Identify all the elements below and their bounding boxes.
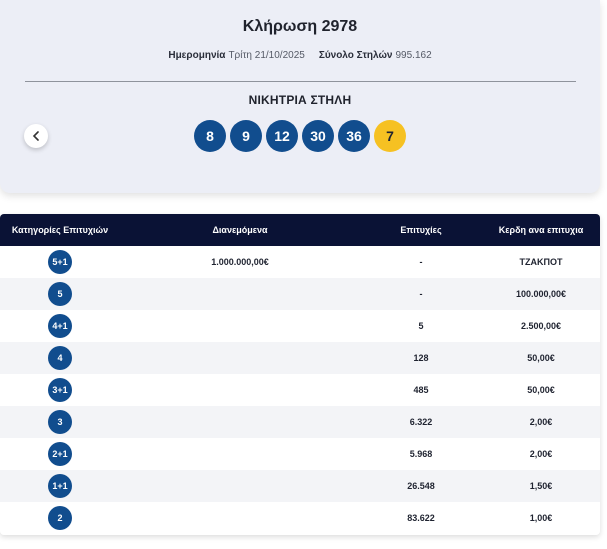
category-badge: 5 [48,282,72,306]
prize-cell: 2,00€ [529,417,553,427]
winners-cell: 128 [413,353,429,363]
prize-cell: 2.500,00€ [520,321,562,331]
results-table: Κατηγορίες Επιτυχιών Διανεμόμενα Επιτυχί… [0,214,600,535]
distributed-cell [120,502,360,534]
divider [25,81,576,82]
winners-cell: 83.622 [407,513,435,523]
table-row: 3+1 485 50,00€ [0,374,600,406]
distributed-cell [120,310,360,342]
header-category: Κατηγορίες Επιτυχιών [11,225,109,235]
date-value: Τρίτη 21/10/2025 [228,50,305,61]
distributed-cell [120,470,360,502]
winning-numbers: 8 9 12 30 36 7 [0,120,600,152]
chevron-left-icon [32,131,39,141]
table-row: 5+1 1.000.000,00€ - ΤΖΑΚΠΟΤ [0,246,600,278]
number-ball: 8 [194,120,226,152]
header-prize: Κερδη ανα επιτυχια [498,225,584,235]
header-distributed: Διανεμόμενα [212,225,268,235]
header-winners: Επιτυχίες [400,225,442,235]
winners-cell: 26.548 [407,481,435,491]
prize-cell: 2,00€ [529,449,553,459]
number-ball: 30 [302,120,334,152]
category-badge: 4 [48,346,72,370]
table-row: 1+1 26.548 1,50€ [0,470,600,502]
winning-column-label: ΝΙΚΗΤΡΙΑ ΣΤΗΛΗ [248,93,352,107]
table-header-row: Κατηγορίες Επιτυχιών Διανεμόμενα Επιτυχί… [0,214,600,246]
category-badge: 3+1 [48,378,72,402]
table-row: 5 - 100.000,00€ [0,278,600,310]
prize-cell: 50,00€ [527,385,555,395]
category-badge: 5+1 [48,250,72,274]
previous-draw-button[interactable] [24,124,48,148]
bonus-ball: 7 [374,120,406,152]
prize-cell: 1,50€ [529,481,553,491]
number-ball: 12 [266,120,298,152]
draw-meta: Ημερομηνία Τρίτη 21/10/2025 Σύνολο Στηλών 9… [0,50,600,61]
table-row: 4+1 5 2.500,00€ [0,310,600,342]
draw-title: Κλήρωση 2978 [242,18,358,35]
distributed-cell [120,438,360,470]
distributed-cell [120,278,360,310]
prize-cell: 1,00€ [529,513,553,523]
distributed-cell [120,406,360,438]
distributed-cell: 1.000.000,00€ [211,257,269,267]
prize-cell: 50,00€ [527,353,555,363]
category-badge: 3 [48,410,72,434]
table-row: 3 6.322 2,00€ [0,406,600,438]
distributed-cell [120,342,360,374]
columns-label: Σύνολο Στηλών [318,50,393,61]
draw-card: Κλήρωση 2978 Ημερομηνία Τρίτη 21/10/2025 Σ… [0,0,600,193]
winners-cell: - [419,289,423,299]
date-label: Ημερομηνία [168,50,226,61]
winners-cell: - [419,257,423,267]
table-row: 2 83.622 1,00€ [0,502,600,534]
category-badge: 4+1 [48,314,72,338]
category-badge: 2+1 [48,442,72,466]
columns-value: 995.162 [395,50,432,61]
distributed-cell [120,374,360,406]
winners-cell: 5 [418,321,424,331]
table-row: 4 128 50,00€ [0,342,600,374]
winners-cell: 6.322 [409,417,433,427]
prize-cell: 100.000,00€ [515,289,567,299]
number-ball: 9 [230,120,262,152]
winners-cell: 5.968 [409,449,433,459]
table-row: 2+1 5.968 2,00€ [0,438,600,470]
category-badge: 1+1 [48,474,72,498]
number-ball: 36 [338,120,370,152]
winners-cell: 485 [413,385,429,395]
prize-cell: ΤΖΑΚΠΟΤ [519,257,563,267]
category-badge: 2 [48,506,72,530]
